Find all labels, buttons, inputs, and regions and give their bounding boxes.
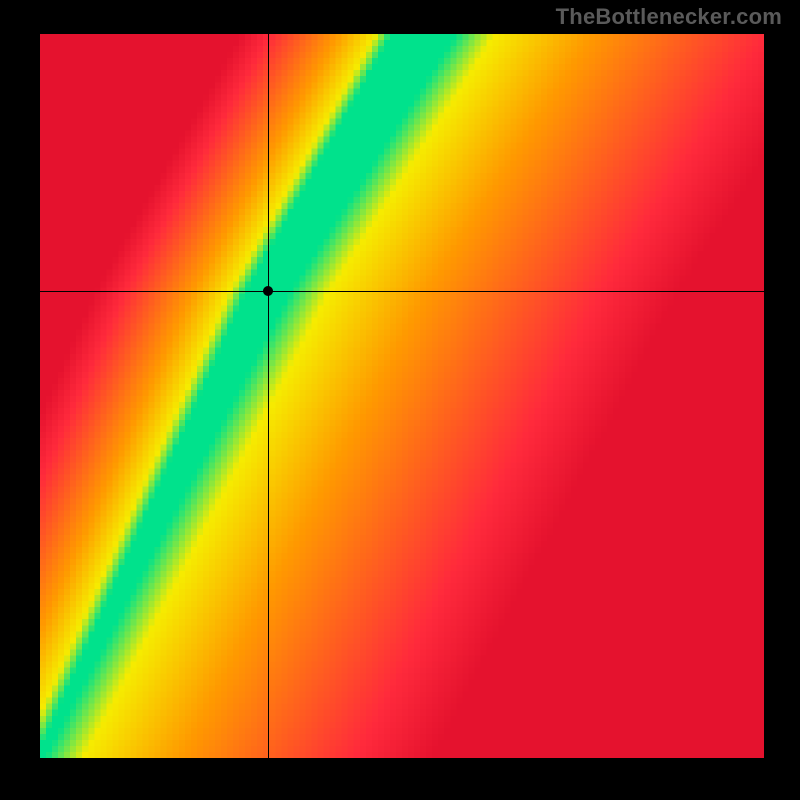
chart-container: TheBottlenecker.com (0, 0, 800, 800)
plot-area (40, 34, 764, 758)
marker-dot (263, 286, 273, 296)
heatmap-canvas (40, 34, 764, 758)
watermark-text: TheBottlenecker.com (556, 4, 782, 30)
crosshair-horizontal (40, 291, 764, 292)
crosshair-vertical (268, 34, 269, 758)
